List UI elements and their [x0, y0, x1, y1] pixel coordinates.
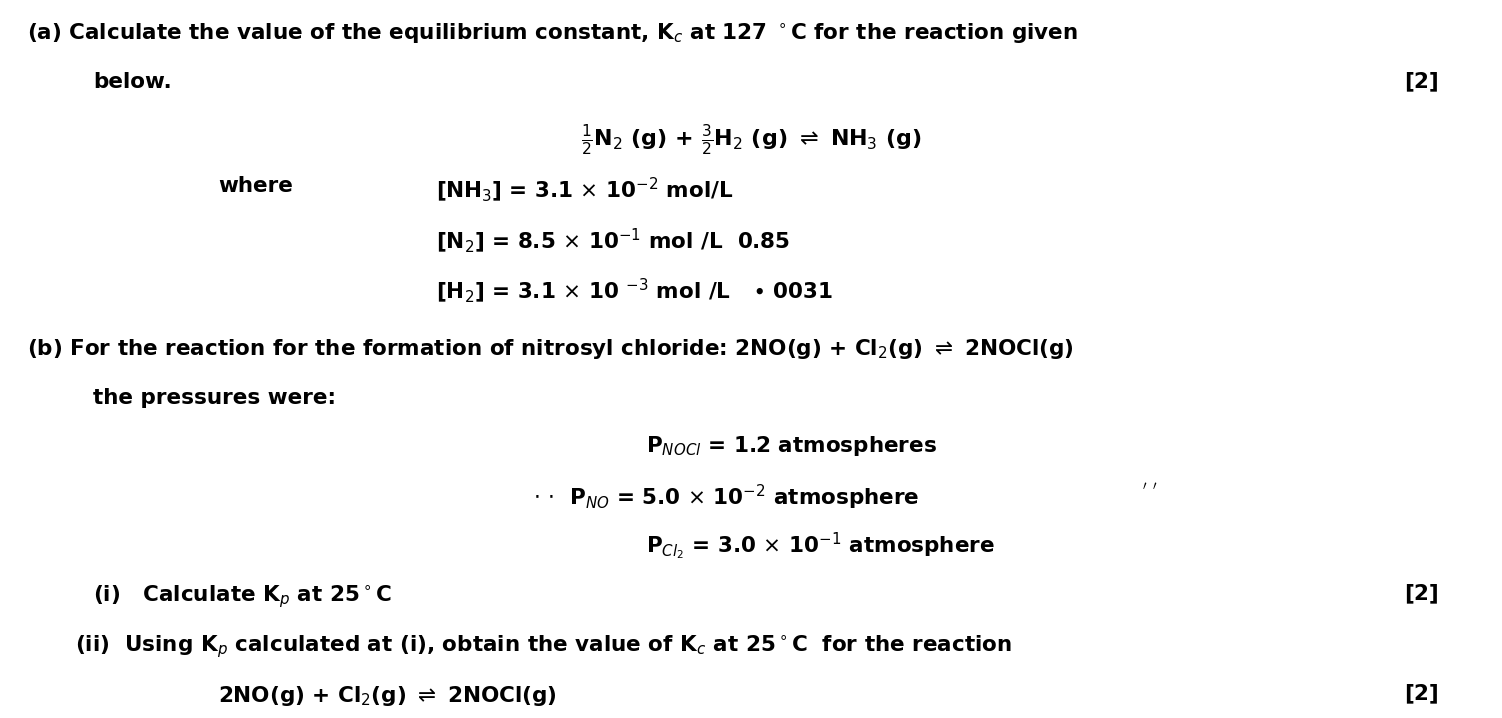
- Text: (i)   Calculate K$_p$ at 25$^\circ$C: (i) Calculate K$_p$ at 25$^\circ$C: [93, 583, 392, 610]
- Text: [N$_2$] = 8.5 $\times$ 10$^{-1}$ mol /L  0.85: [N$_2$] = 8.5 $\times$ 10$^{-1}$ mol /L …: [436, 226, 790, 255]
- Text: $'$ $'$: $'$ $'$: [1142, 482, 1158, 501]
- Text: (b) For the reaction for the formation of nitrosyl chloride: 2NO(g) + Cl$_2$(g) : (b) For the reaction for the formation o…: [27, 337, 1074, 361]
- Text: 2NO(g) + Cl$_2$(g) $\rightleftharpoons$ 2NOCl(g): 2NO(g) + Cl$_2$(g) $\rightleftharpoons$ …: [218, 684, 557, 707]
- Text: P$_{Cl_2}$ = 3.0 $\times$ 10$^{-1}$ atmosphere: P$_{Cl_2}$ = 3.0 $\times$ 10$^{-1}$ atmo…: [646, 531, 994, 562]
- Text: [2]: [2]: [1404, 72, 1439, 92]
- Text: [2]: [2]: [1404, 583, 1439, 603]
- Text: (a) Calculate the value of the equilibrium constant, K$_c$ at 127 $^\circ$C for : (a) Calculate the value of the equilibri…: [27, 22, 1078, 46]
- Text: below.: below.: [93, 72, 171, 92]
- Text: $\cdot$ $\cdot$  P$_{NO}$ = 5.0 $\times$ 10$^{-2}$ atmosphere: $\cdot$ $\cdot$ P$_{NO}$ = 5.0 $\times$ …: [533, 482, 919, 512]
- Text: [H$_2$] = 3.1 $\times$ 10 $^{-3}$ mol /L   $\bullet$ 0031: [H$_2$] = 3.1 $\times$ 10 $^{-3}$ mol /L…: [436, 276, 834, 305]
- Text: [NH$_3$] = 3.1 $\times$ 10$^{-2}$ mol/L: [NH$_3$] = 3.1 $\times$ 10$^{-2}$ mol/L: [436, 176, 733, 205]
- Text: the pressures were:: the pressures were:: [93, 388, 336, 408]
- Text: where: where: [218, 176, 293, 196]
- Text: P$_{NOCl}$ = 1.2 atmospheres: P$_{NOCl}$ = 1.2 atmospheres: [646, 434, 937, 458]
- Text: $\frac{1}{2}$N$_2$ (g) + $\frac{3}{2}$H$_2$ (g) $\rightleftharpoons$ NH$_3$ (g): $\frac{1}{2}$N$_2$ (g) + $\frac{3}{2}$H$…: [581, 122, 921, 157]
- Text: (ii)  Using K$_p$ calculated at (i), obtain the value of K$_c$ at 25$^\circ$C  f: (ii) Using K$_p$ calculated at (i), obta…: [75, 633, 1012, 660]
- Text: [2]: [2]: [1404, 684, 1439, 704]
